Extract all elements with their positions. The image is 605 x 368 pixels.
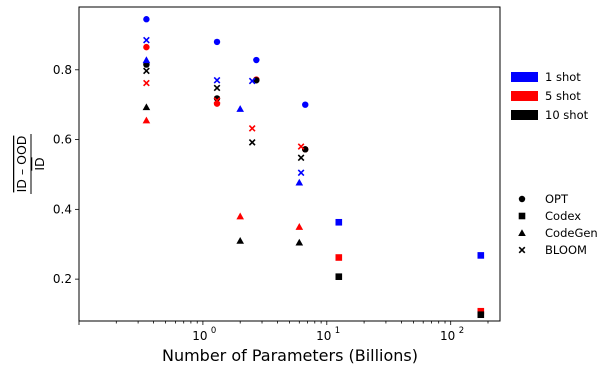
data-point-codex-square (477, 311, 485, 319)
data-point-bloom-x (248, 139, 256, 146)
legend-color-swatch (511, 72, 538, 82)
data-point-codegen-triangle (295, 238, 304, 246)
legend-label: 10 shot (545, 108, 589, 122)
legend-label: BLOOM (545, 243, 587, 257)
data-point-bloom-x (297, 154, 305, 162)
data-point-codegen-triangle (236, 236, 244, 244)
data-point-codex-square (335, 254, 343, 261)
data-points (142, 16, 485, 319)
y-tick-label: 0.6 (53, 133, 72, 147)
legend-label: 1 shot (545, 70, 581, 84)
y-tick-label: 0.8 (53, 63, 72, 77)
data-point-bloom-x (213, 76, 221, 84)
plot-frame (78, 6, 501, 322)
data-point-bloom-x (248, 77, 256, 85)
data-point-codegen-triangle (142, 103, 151, 111)
legend-color-swatch (511, 91, 538, 101)
data-point-bloom-x (143, 67, 150, 75)
y-axis-title-denominator: ID (32, 157, 47, 170)
data-point-bloom-x (248, 125, 256, 132)
data-point-codegen-triangle (236, 212, 244, 220)
legend-label: CodeGen (545, 226, 598, 240)
data-point-codex-square (477, 307, 485, 315)
legend-marker-circle (518, 195, 526, 203)
legend-label: 5 shot (545, 89, 581, 103)
shot-legend: 1 shot 5 shot 10 shot (511, 70, 589, 122)
x-tick-label: 10 (440, 329, 455, 343)
data-point-opt-circle (302, 146, 309, 153)
data-point-codegen-triangle (142, 116, 151, 124)
legend-marker-triangle (518, 229, 526, 237)
data-point-codex-square (477, 252, 485, 259)
legend-marker-x (518, 246, 526, 254)
data-point-opt-circle (302, 101, 309, 108)
y-tick-label: 0.2 (53, 272, 72, 286)
data-point-bloom-x (297, 169, 305, 177)
data-point-opt-circle (143, 16, 150, 23)
data-point-bloom-x (143, 79, 150, 87)
x-tick-label: 10 (316, 329, 331, 343)
y-axis-title-numerator: ID – OOD (14, 136, 29, 193)
model-legend: OPT Codex CodeGen BLOOM (518, 192, 598, 257)
data-point-codegen-triangle (236, 105, 244, 112)
x-axis-title: Number of Parameters (Billions) (162, 346, 418, 365)
data-point-codegen-triangle (142, 56, 151, 64)
y-tick-label: 0.4 (53, 202, 72, 216)
data-point-bloom-x (297, 143, 305, 150)
data-point-opt-circle (253, 56, 260, 64)
data-point-opt-circle (213, 38, 221, 46)
legend-label: Codex (545, 209, 581, 223)
y-axis-title: ID – OOD ID (14, 134, 47, 194)
x-tick-exponent: 2 (459, 326, 464, 336)
x-tick-exponent: 1 (335, 326, 340, 336)
data-point-bloom-x (213, 84, 221, 92)
legend-marker-square (518, 212, 526, 220)
data-point-codegen-triangle (295, 178, 304, 186)
tick-layer: 10 0 10 1 10 2 0.2 0.4 0.6 0.8 (53, 63, 489, 343)
data-point-codex-square (335, 218, 343, 226)
data-point-codex-square (335, 273, 343, 280)
x-tick-label: 10 (192, 329, 207, 343)
data-point-bloom-x (213, 97, 221, 104)
legend-color-swatch (511, 110, 538, 120)
x-tick-exponent: 0 (211, 326, 216, 336)
legend-label: OPT (545, 192, 569, 206)
data-point-opt-circle (143, 43, 150, 51)
data-point-codegen-triangle (295, 223, 304, 230)
data-point-bloom-x (143, 36, 150, 44)
